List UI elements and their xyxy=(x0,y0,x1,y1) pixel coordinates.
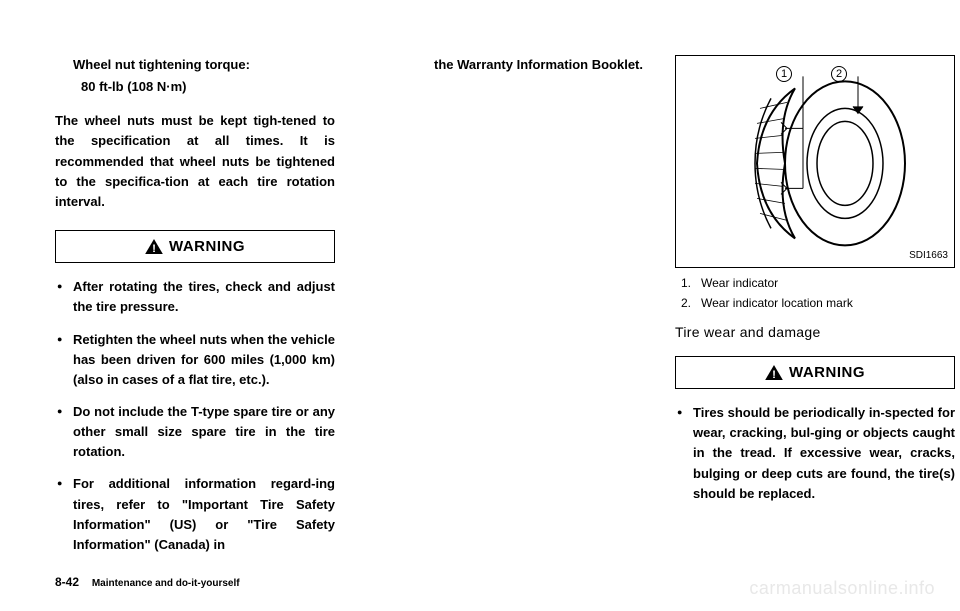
warning-label-2: WARNING xyxy=(789,361,865,384)
page-footer: 8-42 Maintenance and do-it-yourself xyxy=(55,575,240,589)
warning-box-1: ! WARNING xyxy=(55,230,335,263)
bullet-item: After rotating the tires, check and adju… xyxy=(55,277,335,317)
warning-triangle-icon: ! xyxy=(765,365,783,380)
bullet-item: For additional information regard-ing ti… xyxy=(55,474,335,555)
legend-text: Wear indicator xyxy=(701,276,778,290)
page-content: Wheel nut tightening torque: 80 ft-lb (1… xyxy=(0,0,960,555)
warning-triangle-icon: ! xyxy=(145,239,163,254)
svg-text:!: ! xyxy=(772,369,776,380)
figure-id-label: SDI1663 xyxy=(909,248,948,264)
torque-value: 80 ft-lb (108 N·m) xyxy=(73,77,335,97)
wheel-nuts-body: The wheel nuts must be kept tigh-tened t… xyxy=(55,111,335,212)
watermark-text: carmanualsonline.info xyxy=(749,578,935,599)
tire-wear-subheading: Tire wear and damage xyxy=(675,322,955,344)
page-number: 8-42 xyxy=(55,575,79,589)
warning-bullets-2: Tires should be periodically in-spected … xyxy=(675,403,955,504)
booklet-continuation: the Warranty Information Booklet. xyxy=(365,55,645,75)
section-title: Maintenance and do-it-yourself xyxy=(92,578,240,589)
figure-legend: 1. Wear indicator 2. Wear indicator locati… xyxy=(675,274,955,312)
bullet-item: Retighten the wheel nuts when the vehicl… xyxy=(55,330,335,390)
torque-title: Wheel nut tightening torque: xyxy=(73,55,335,75)
warning-label-1: WARNING xyxy=(169,235,245,258)
legend-item: 2. Wear indicator location mark xyxy=(675,294,955,313)
legend-num: 1. xyxy=(681,274,691,293)
tire-figure: 1 2 xyxy=(675,55,955,268)
bullet-item: Do not include the T-type spare tire or … xyxy=(55,402,335,462)
legend-num: 2. xyxy=(681,294,691,313)
legend-text: Wear indicator location mark xyxy=(701,296,853,310)
column-2: the Warranty Information Booklet. xyxy=(365,55,645,555)
column-1: Wheel nut tightening torque: 80 ft-lb (1… xyxy=(55,55,335,555)
column-3: 1 2 xyxy=(675,55,955,555)
legend-item: 1. Wear indicator xyxy=(675,274,955,293)
torque-block: Wheel nut tightening torque: 80 ft-lb (1… xyxy=(55,55,335,97)
svg-text:!: ! xyxy=(152,243,156,254)
warning-bullets-1: After rotating the tires, check and adju… xyxy=(55,277,335,555)
bullet-item: Tires should be periodically in-spected … xyxy=(675,403,955,504)
warning-box-2: ! WARNING xyxy=(675,356,955,389)
tire-illustration-icon xyxy=(715,68,915,248)
